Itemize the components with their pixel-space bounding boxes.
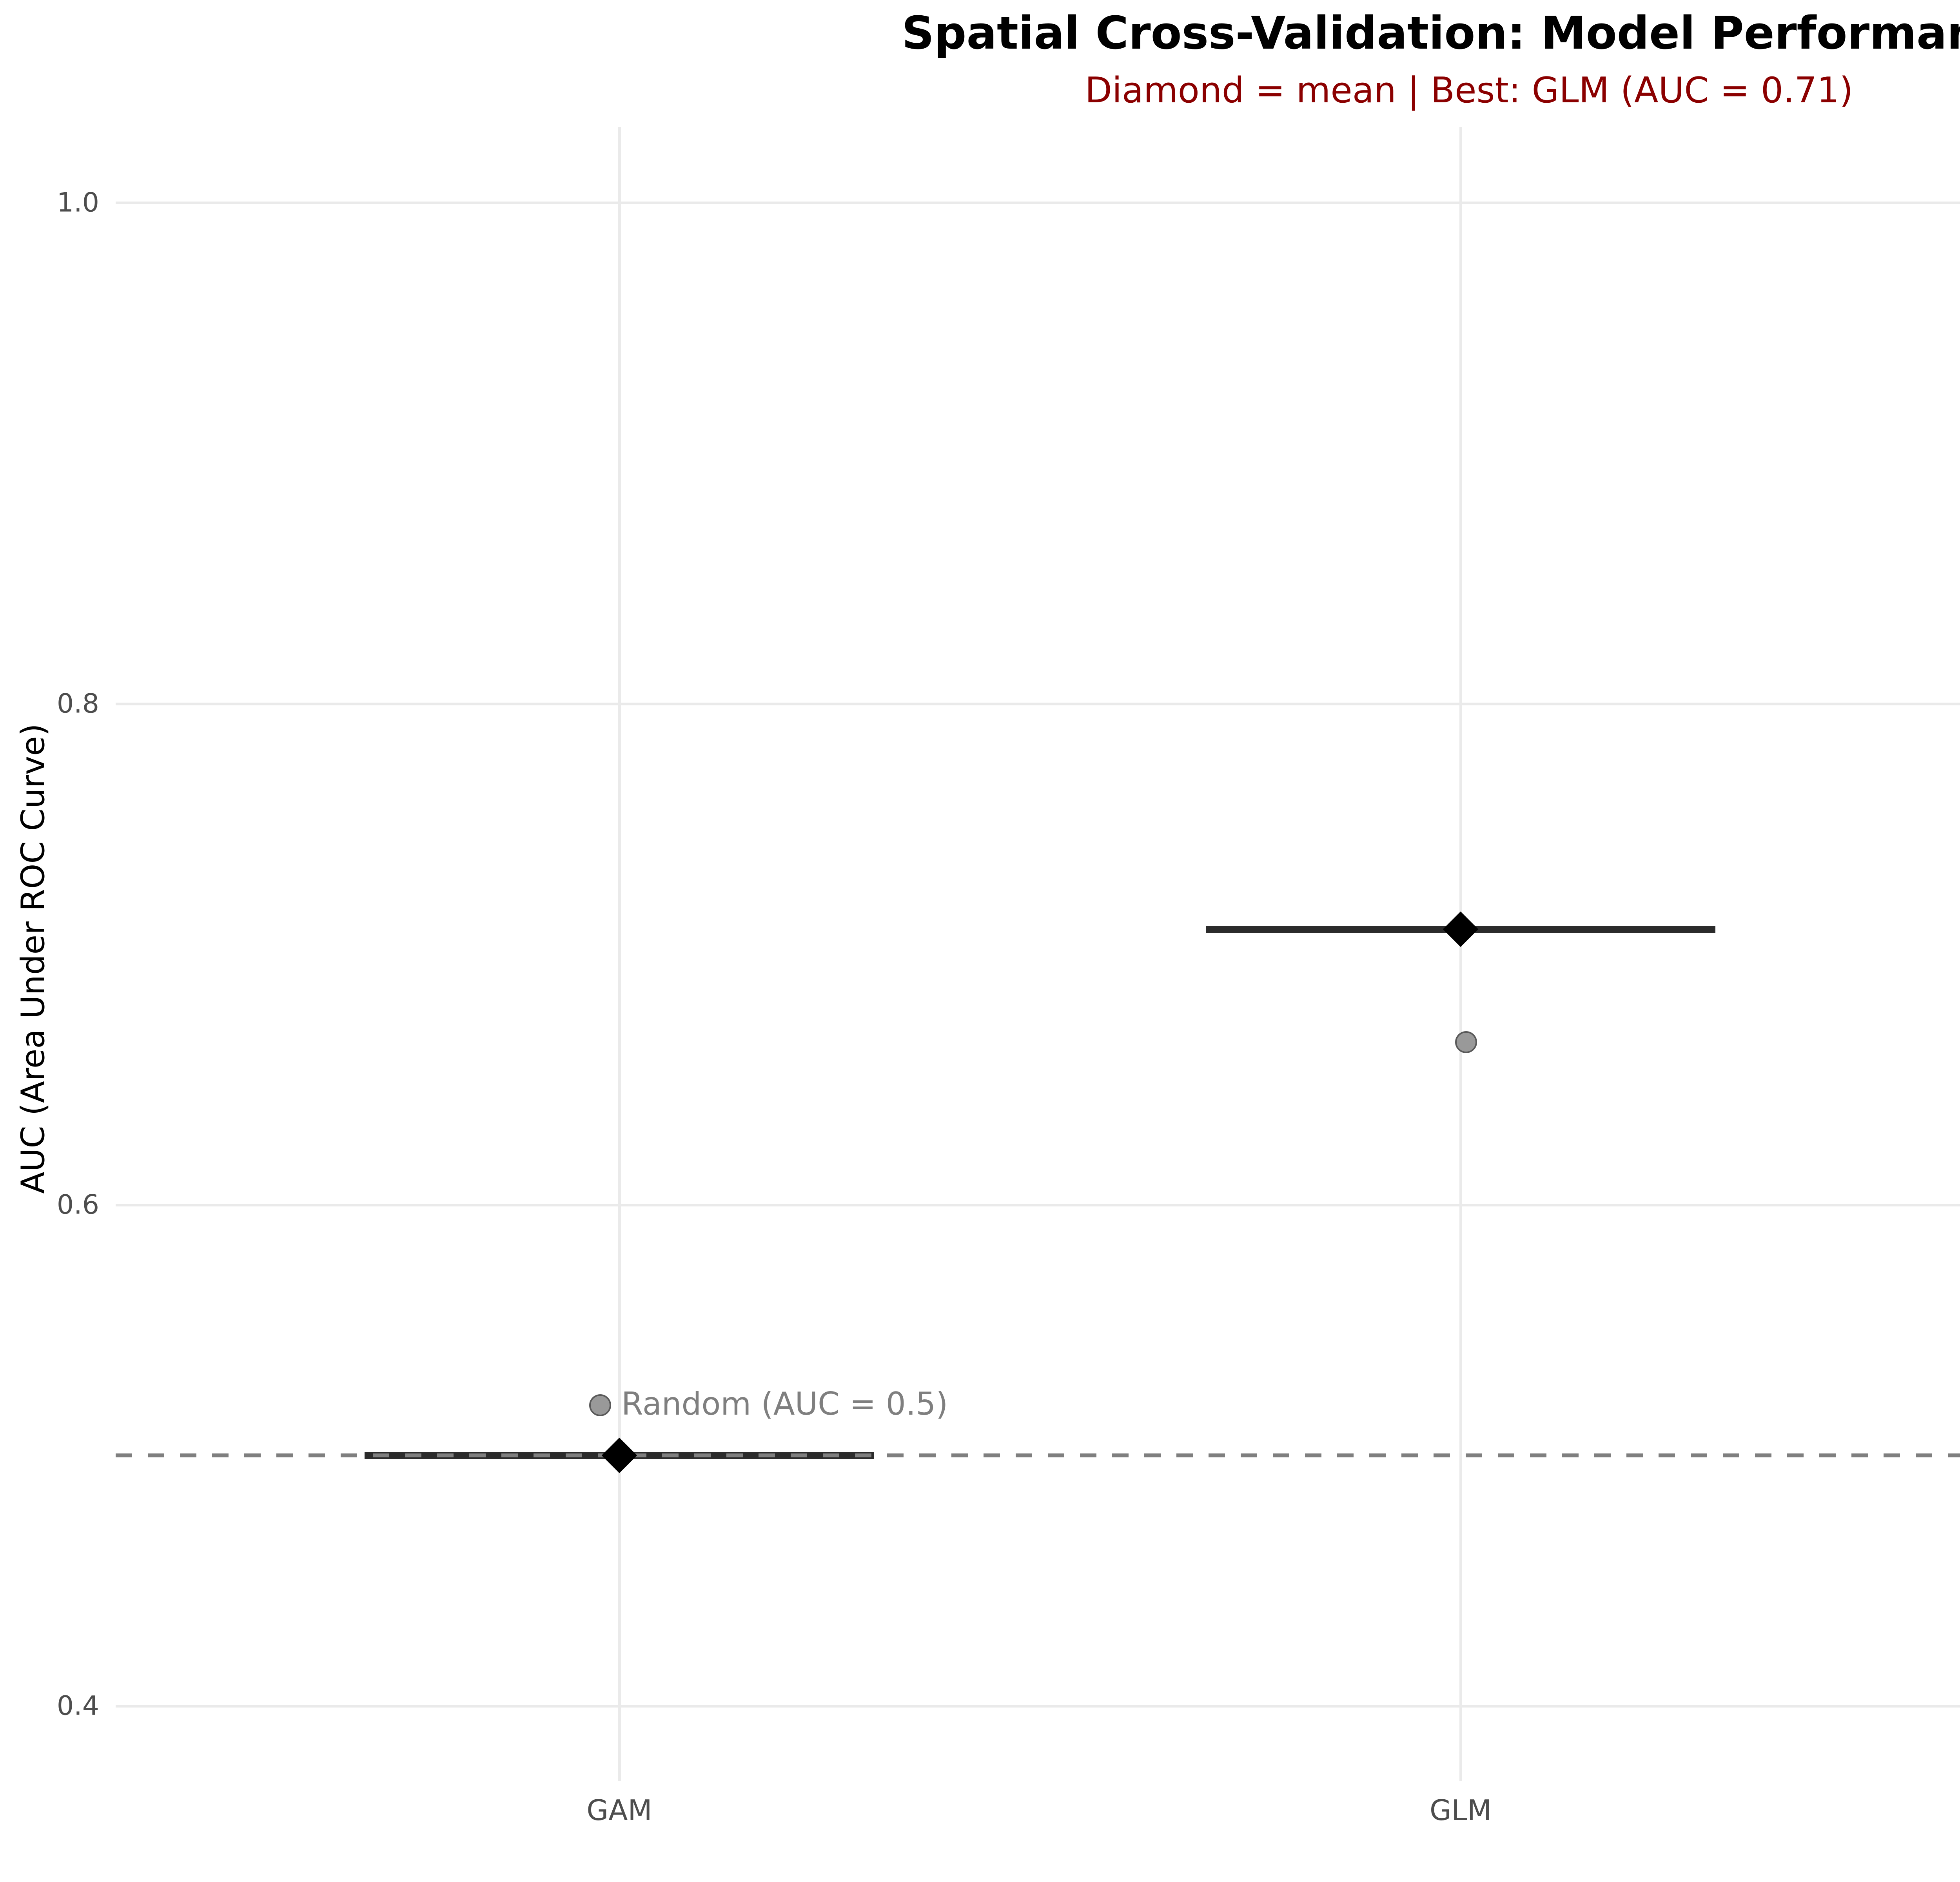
y-tick-label: 0.8 <box>56 688 99 719</box>
annotation-marker <box>589 1394 611 1417</box>
reference-line-label: Random (AUC = 0.5) <box>621 1385 948 1422</box>
outlier-point-glm <box>1455 1031 1477 1053</box>
gridline-horizontal <box>116 1203 1960 1206</box>
reference-dashed-line <box>116 1453 1960 1457</box>
x-tick-label: GAM <box>586 1794 652 1827</box>
y-axis-label: AUC (Area Under ROC Curve) <box>15 723 52 1194</box>
mean-diamond-gam <box>601 1437 637 1473</box>
gridline-horizontal <box>116 1704 1960 1708</box>
chart-title: Spatial Cross-Validation: Model Performa… <box>902 7 1960 60</box>
gridline-vertical <box>1459 127 1462 1781</box>
mean-diamond-glm <box>1443 911 1479 947</box>
y-tick-label: 0.4 <box>56 1690 99 1722</box>
chart-subtitle: Diamond = mean | Best: GLM (AUC = 0.71) <box>1085 70 1853 111</box>
gridline-horizontal <box>116 201 1960 204</box>
gridline-vertical <box>618 127 621 1781</box>
gridline-horizontal <box>116 702 1960 705</box>
y-tick-label: 0.6 <box>56 1189 99 1221</box>
x-tick-label: GLM <box>1429 1794 1492 1827</box>
y-tick-label: 1.0 <box>56 187 99 218</box>
